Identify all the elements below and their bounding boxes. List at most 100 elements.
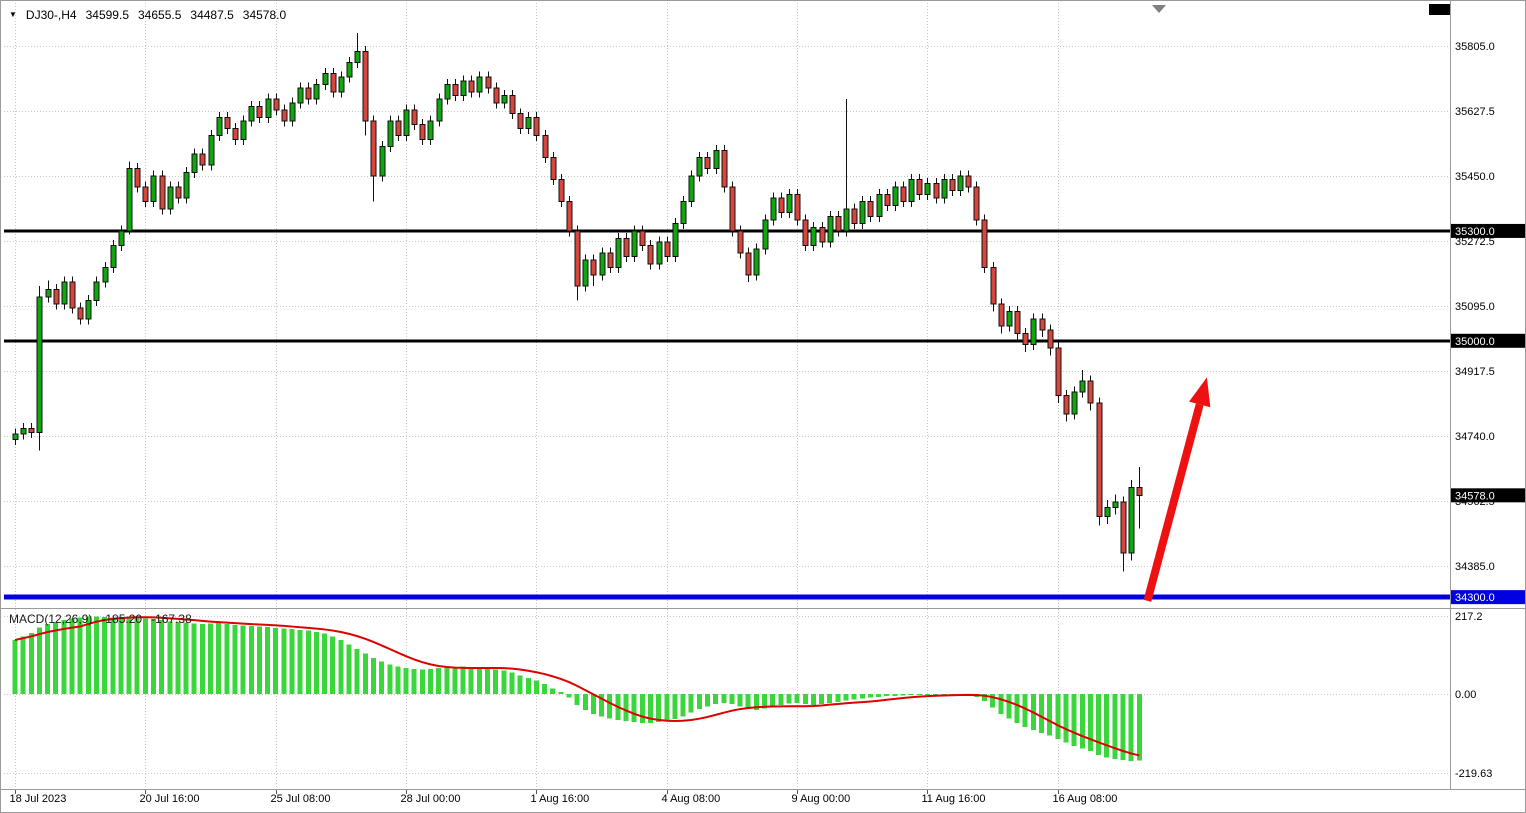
time-axis-label: 20 Jul 16:00: [140, 793, 200, 805]
candle-bull: [338, 76, 345, 93]
macd-histogram-bar: [53, 622, 59, 694]
macd-histogram-bar: [265, 627, 271, 694]
candle-bull: [599, 252, 606, 276]
macd-histogram-bar: [45, 623, 51, 694]
macd-histogram-bar: [778, 694, 784, 705]
candle-bull: [876, 193, 883, 217]
candle-bull: [403, 109, 410, 137]
candle-bull: [265, 98, 272, 118]
macd-histogram-bar: [1063, 694, 1069, 743]
macd-histogram-bar: [1022, 694, 1028, 728]
macd-indicator-label: MACD(12,26,9) -185.20 -167.38: [9, 612, 192, 626]
candle-bear: [1039, 318, 1046, 331]
candle-bull: [1104, 506, 1111, 518]
candle-bear: [517, 113, 524, 129]
macd-histogram-bar: [175, 622, 181, 694]
candle-bear: [1055, 347, 1062, 397]
candle-bull: [892, 186, 899, 206]
macd-histogram-bar: [1136, 694, 1142, 761]
macd-histogram-bar: [460, 666, 466, 694]
macd-histogram-bar: [273, 627, 279, 694]
macd-name: MACD(12,26,9): [9, 612, 93, 626]
candle-bear: [362, 50, 369, 122]
macd-histogram-bar: [346, 644, 352, 694]
macd-histogram-bar: [36, 627, 42, 694]
macd-histogram-bar: [313, 632, 319, 694]
macd-histogram-bar: [737, 694, 743, 707]
candle-bull: [656, 241, 663, 265]
candle-bear: [134, 168, 141, 188]
candle-bull: [216, 116, 223, 137]
macd-histogram-bar: [599, 694, 605, 717]
candle-bull: [183, 171, 190, 199]
candle-bull: [379, 146, 386, 177]
macd-histogram-bar: [403, 668, 409, 694]
macd-histogram-bar: [305, 630, 311, 694]
candle-bull: [240, 120, 247, 140]
candle-bull: [61, 281, 68, 305]
candle-bull: [36, 296, 43, 433]
candle-bear: [623, 237, 630, 258]
candle-bull: [1079, 380, 1086, 393]
macd-histogram-bar: [1039, 694, 1045, 733]
candle-bull: [102, 267, 109, 283]
macd-histogram-bar: [998, 694, 1004, 714]
macd-histogram-bar: [476, 668, 482, 694]
candle-bull: [45, 289, 52, 298]
candle-bear: [330, 72, 337, 93]
candle-bear: [884, 193, 891, 206]
candle-bear: [69, 281, 76, 309]
price-axis-label: 34385.0: [1455, 561, 1495, 573]
candle-bull: [444, 83, 451, 100]
candle-bear: [281, 109, 288, 122]
macd-histogram-bar: [533, 680, 539, 694]
macd-histogram-bar: [77, 617, 83, 694]
ohlc-open-value: 34599.5: [85, 8, 129, 22]
macd-histogram-bar: [900, 694, 906, 696]
candle-bear: [550, 157, 557, 181]
current-price-badge: [1451, 488, 1525, 503]
macd-histogram-bar: [647, 694, 653, 723]
candle-bull: [346, 61, 353, 78]
macd-histogram-bar: [696, 694, 702, 710]
macd-histogram-bar: [509, 672, 515, 694]
candle-bear: [1087, 380, 1094, 404]
macd-histogram-bar: [224, 623, 230, 694]
macd-histogram-bar: [908, 694, 914, 696]
macd-axis-label: 217.2: [1455, 611, 1483, 623]
candle-bear: [835, 215, 842, 232]
macd-histogram-bar: [876, 694, 882, 697]
price-axis-label: 35095.0: [1455, 301, 1495, 313]
macd-histogram-bar: [395, 666, 401, 694]
macd-histogram-bar: [933, 694, 939, 696]
candle-bear: [737, 230, 744, 254]
macd-histogram-bar: [240, 625, 246, 694]
macd-histogram-bar: [990, 694, 996, 708]
candle-bear: [452, 83, 459, 96]
level-price-badge: [1451, 223, 1525, 238]
macd-histogram-bar: [362, 653, 368, 694]
candle-bear: [533, 116, 540, 137]
candle-bull: [322, 72, 329, 85]
candle-bull: [167, 186, 174, 210]
macd-histogram-bar: [485, 668, 491, 694]
candle-bear: [542, 135, 549, 159]
candle-bull: [762, 219, 769, 250]
macd-histogram-bar: [370, 658, 376, 694]
trend-arrow-shaft[interactable]: [1143, 403, 1204, 602]
triangle-marker-icon[interactable]: ▼: [9, 10, 17, 19]
macd-axis-label: -219.63: [1455, 768, 1492, 780]
candle-bull: [908, 179, 915, 203]
macd-histogram-bar: [639, 694, 645, 723]
candle-bull: [924, 182, 931, 195]
macd-histogram-bar: [550, 688, 556, 694]
macd-histogram-bar: [566, 694, 572, 698]
chart-shift-marker-icon[interactable]: [1152, 5, 1166, 13]
candle-bull: [786, 193, 793, 214]
candle-bear: [468, 80, 475, 93]
candle-bear: [485, 76, 492, 89]
macd-histogram-bar: [216, 623, 222, 694]
macd-histogram-bar: [199, 623, 205, 694]
